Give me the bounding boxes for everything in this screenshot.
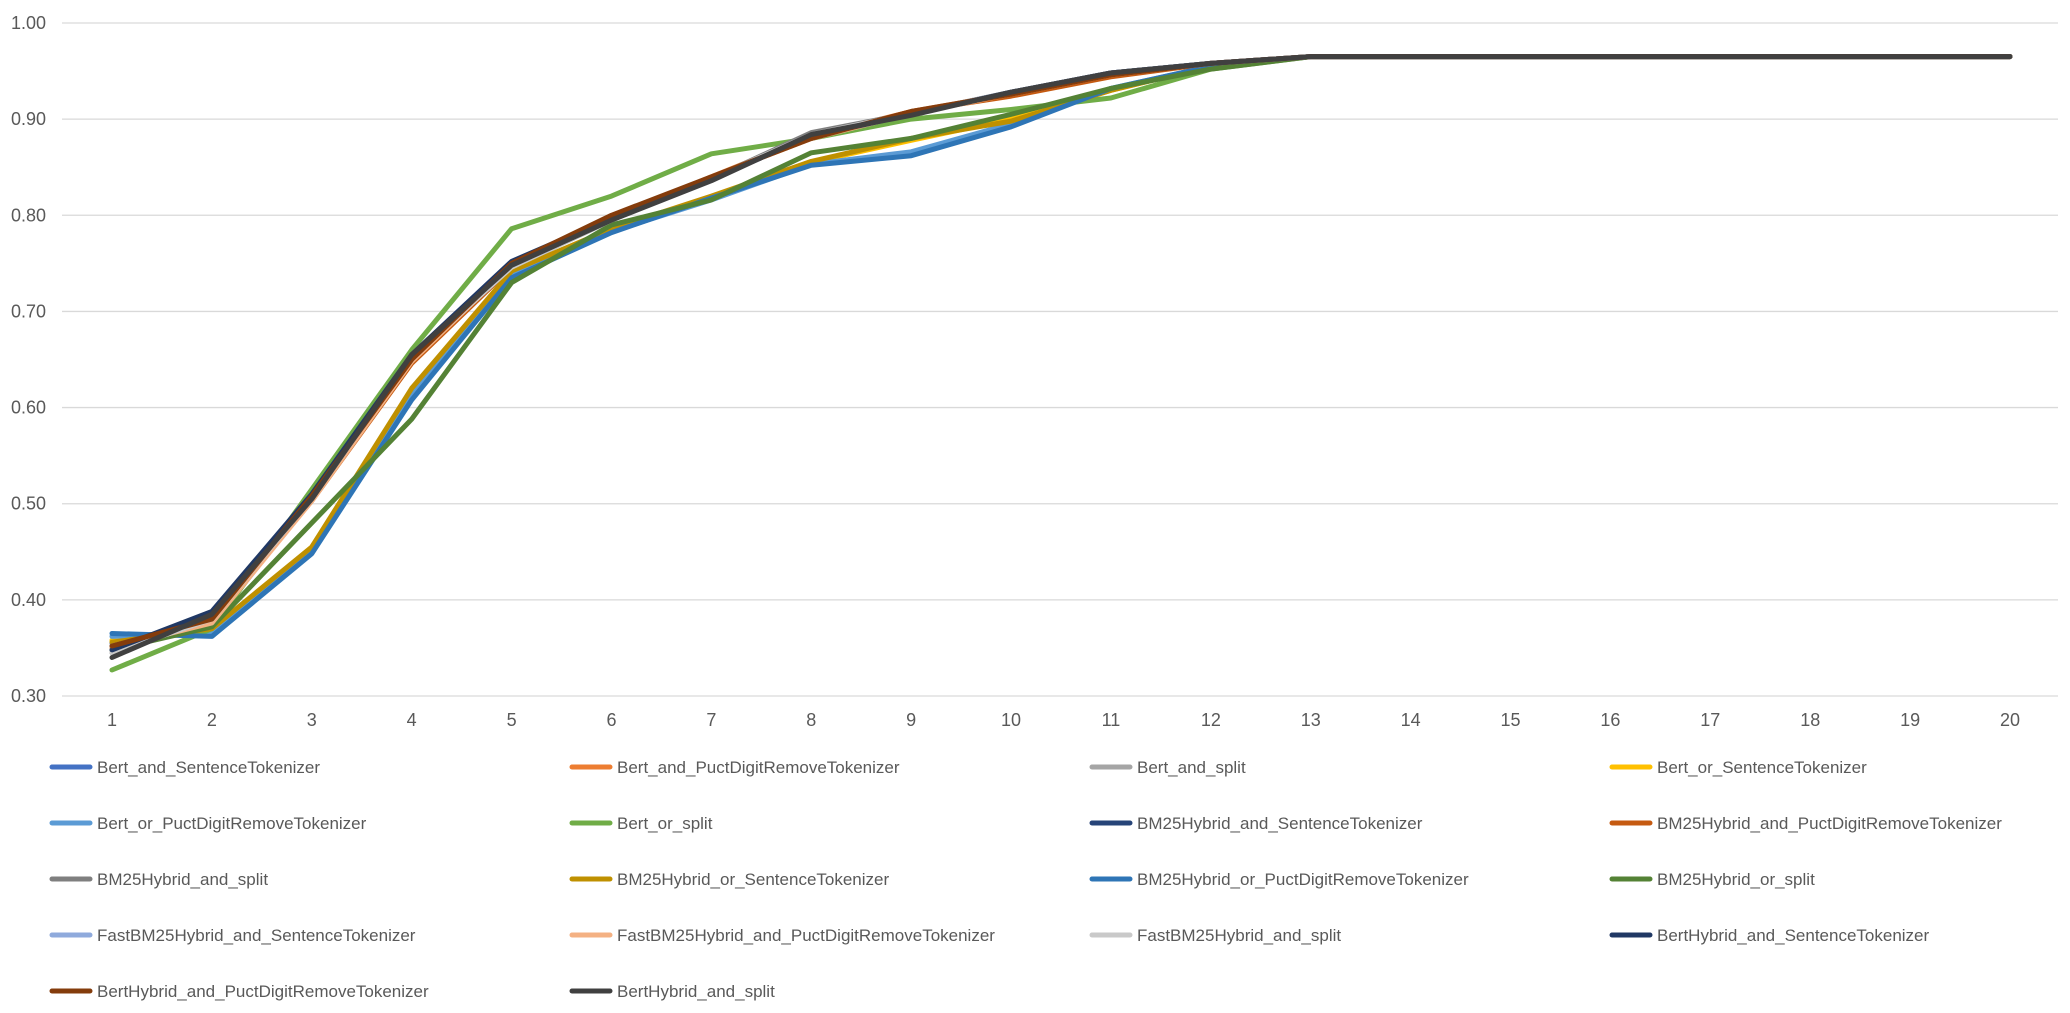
series-line-6 bbox=[109, 54, 2013, 673]
series-line-5 bbox=[109, 54, 2013, 639]
series-line-13 bbox=[109, 54, 2013, 649]
x-tick-label: 1 bbox=[107, 710, 117, 730]
x-tick-label: 13 bbox=[1301, 710, 1321, 730]
x-tick-label: 18 bbox=[1800, 710, 1820, 730]
series-line-10 bbox=[109, 54, 2013, 645]
legend-label: FastBM25Hybrid_and_SentenceTokenizer bbox=[97, 926, 416, 945]
legend-label: BM25Hybrid_or_SentenceTokenizer bbox=[617, 870, 889, 889]
y-tick-label: 1.00 bbox=[11, 13, 46, 33]
legend-label: BM25Hybrid_or_split bbox=[1657, 870, 1815, 889]
legend-label: FastBM25Hybrid_and_PuctDigitRemoveTokeni… bbox=[617, 926, 995, 945]
legend: Bert_and_SentenceTokenizer Bert_and_PuctD… bbox=[49, 758, 2002, 1001]
x-tick-label: 12 bbox=[1201, 710, 1221, 730]
x-tick-label: 5 bbox=[507, 710, 517, 730]
series-line-18 bbox=[109, 54, 2013, 660]
series-lines bbox=[109, 54, 2013, 673]
legend-label: BM25Hybrid_or_PuctDigitRemoveTokenizer bbox=[1137, 870, 1469, 889]
y-axis-tick-labels: 0.30 0.40 0.50 0.60 0.70 0.80 0.90 1.00 bbox=[11, 13, 46, 706]
legend-label: BertHybrid_and_SentenceTokenizer bbox=[1657, 926, 1930, 945]
series-line-14 bbox=[109, 54, 2013, 651]
legend-label: Bert_and_SentenceTokenizer bbox=[97, 758, 320, 777]
x-tick-label: 4 bbox=[407, 710, 417, 730]
y-tick-label: 0.30 bbox=[11, 686, 46, 706]
y-tick-label: 0.90 bbox=[11, 109, 46, 129]
legend-label: BM25Hybrid_and_PuctDigitRemoveTokenizer bbox=[1657, 814, 2002, 833]
x-tick-label: 14 bbox=[1401, 710, 1421, 730]
x-tick-label: 10 bbox=[1001, 710, 1021, 730]
x-tick-label: 20 bbox=[2000, 710, 2020, 730]
legend-label: BM25Hybrid_and_SentenceTokenizer bbox=[1137, 814, 1423, 833]
series-line-16 bbox=[109, 54, 2013, 653]
legend-label: Bert_or_PuctDigitRemoveTokenizer bbox=[97, 814, 367, 833]
legend-label: FastBM25Hybrid_and_split bbox=[1137, 926, 1341, 945]
series-line-3 bbox=[109, 54, 2013, 656]
series-line-1 bbox=[109, 54, 2013, 646]
series-line-4 bbox=[109, 54, 2013, 643]
legend-label: Bert_and_split bbox=[1137, 758, 1246, 777]
legend-label: Bert_or_split bbox=[617, 814, 713, 833]
x-tick-label: 3 bbox=[307, 710, 317, 730]
series-line-8 bbox=[109, 54, 2013, 649]
series-line-9 bbox=[109, 54, 2013, 656]
gridlines bbox=[62, 22, 2058, 697]
legend-label: BertHybrid_and_split bbox=[617, 982, 775, 1001]
y-tick-label: 0.40 bbox=[11, 590, 46, 610]
x-tick-label: 9 bbox=[906, 710, 916, 730]
x-tick-label: 8 bbox=[806, 710, 816, 730]
y-tick-label: 0.70 bbox=[11, 301, 46, 321]
series-line-11 bbox=[109, 54, 2013, 639]
legend-label: BM25Hybrid_and_split bbox=[97, 870, 268, 889]
x-tick-label: 11 bbox=[1102, 710, 1121, 730]
series-line-2 bbox=[109, 54, 2013, 651]
y-tick-label: 0.80 bbox=[11, 205, 46, 225]
series-line-12 bbox=[109, 54, 2013, 653]
series-line-7 bbox=[109, 54, 2013, 651]
x-tick-label: 19 bbox=[1900, 710, 1920, 730]
x-tick-label: 7 bbox=[706, 710, 716, 730]
legend-label: Bert_and_PuctDigitRemoveTokenizer bbox=[617, 758, 900, 777]
y-tick-label: 0.60 bbox=[11, 398, 46, 418]
x-tick-label: 17 bbox=[1700, 710, 1720, 730]
legend-label: BertHybrid_and_PuctDigitRemoveTokenizer bbox=[97, 982, 429, 1001]
x-tick-label: 16 bbox=[1600, 710, 1620, 730]
y-tick-label: 0.50 bbox=[11, 494, 46, 514]
series-line-17 bbox=[109, 54, 2013, 649]
x-axis-tick-labels: 1 2 3 4 5 6 7 8 9 10 11 12 13 14 15 16 17 18 19 20 bbox=[107, 710, 2020, 730]
x-tick-label: 2 bbox=[207, 710, 217, 730]
x-tick-label: 15 bbox=[1501, 710, 1521, 730]
legend-label: Bert_or_SentenceTokenizer bbox=[1657, 758, 1867, 777]
x-tick-label: 6 bbox=[606, 710, 616, 730]
series-line-15 bbox=[109, 54, 2013, 656]
